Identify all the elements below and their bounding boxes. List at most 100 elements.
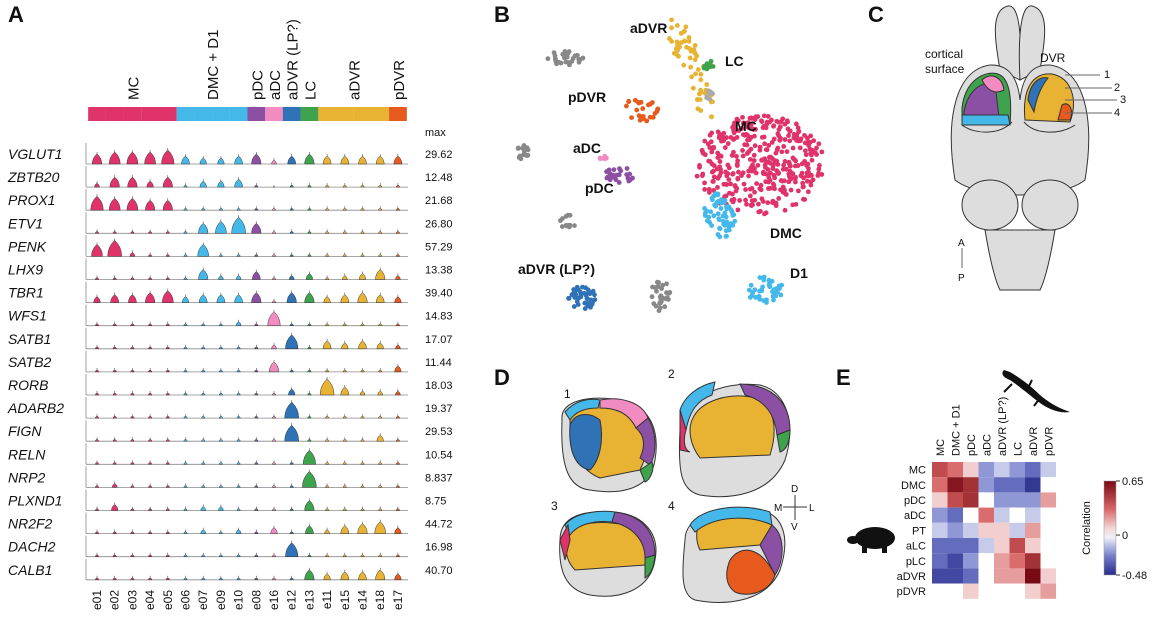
violin — [271, 575, 277, 581]
violin — [235, 319, 242, 326]
row-label: MC — [909, 465, 926, 477]
cell-dot — [570, 56, 576, 61]
violin — [234, 154, 243, 165]
cell-dot — [590, 288, 596, 294]
heat-cell — [1040, 538, 1056, 554]
cluster-label: aDVR (LP?) — [518, 261, 595, 277]
violin — [378, 414, 383, 419]
cell-dot — [761, 274, 767, 280]
cell-dot — [759, 134, 765, 140]
violin — [198, 267, 209, 280]
cluster-label: e16 — [267, 590, 281, 610]
cell-dot — [814, 145, 819, 151]
violin — [108, 196, 121, 211]
max-value: 16.98 — [425, 542, 453, 554]
cell-dot — [819, 149, 825, 155]
cell-dot — [658, 297, 664, 303]
cell-dot — [801, 196, 806, 202]
axis-letter: P — [958, 273, 965, 284]
cluster-label: pDC — [585, 180, 614, 196]
color-bar — [229, 107, 248, 121]
violin — [289, 183, 294, 188]
cell-dot — [752, 189, 757, 195]
cell-dot — [817, 163, 822, 168]
violin — [112, 367, 117, 373]
heat-cell — [994, 462, 1010, 478]
violin — [201, 437, 206, 442]
heat-cell — [932, 507, 948, 523]
violin — [183, 414, 188, 419]
cell-dot — [649, 294, 655, 300]
violin — [307, 344, 312, 350]
cell-dot — [778, 135, 783, 141]
cell-dot — [597, 156, 603, 162]
violin — [342, 460, 347, 465]
cell-dot — [562, 55, 568, 61]
cell-dot — [687, 55, 693, 61]
cell-dot — [774, 147, 780, 153]
violin — [325, 437, 330, 442]
cell-dot — [560, 216, 565, 221]
violin — [325, 206, 330, 211]
violin — [340, 569, 350, 581]
violin — [254, 321, 259, 326]
group-label: MC — [125, 77, 142, 100]
cluster-label: e14 — [356, 590, 370, 610]
violin — [201, 552, 206, 557]
cell-dot — [730, 125, 736, 130]
violin — [271, 414, 277, 419]
violin — [324, 527, 330, 534]
violin — [218, 321, 223, 326]
cell-dot — [772, 186, 777, 192]
cluster-label: pDVR — [568, 89, 606, 105]
violin — [112, 321, 117, 326]
cell-dot — [752, 143, 758, 149]
heat-cell — [1025, 507, 1041, 523]
max-value: 40.70 — [425, 565, 453, 577]
max-value: 8.75 — [425, 496, 446, 508]
cell-dot — [711, 213, 717, 219]
cluster-label: D1 — [790, 265, 808, 281]
cell-dot — [576, 59, 582, 65]
violin — [144, 150, 156, 165]
cell-dot — [734, 127, 739, 133]
violin — [148, 391, 153, 396]
violin — [236, 344, 241, 350]
heat-cell — [932, 492, 948, 508]
cell-dot — [771, 123, 776, 129]
cell-dot — [734, 163, 740, 169]
violin — [395, 389, 401, 396]
cell-dot — [711, 168, 716, 174]
heat-cell — [947, 462, 963, 478]
violin — [325, 321, 330, 326]
violin — [94, 460, 100, 465]
cell-dot — [791, 131, 797, 137]
cell-dot — [819, 172, 825, 177]
cell-dot — [810, 177, 816, 183]
brain-sections — [559, 381, 807, 603]
violin — [218, 252, 223, 257]
cell-dot — [588, 297, 594, 303]
violin — [201, 414, 206, 419]
violin — [395, 342, 401, 350]
violin — [325, 414, 330, 419]
violin — [130, 414, 135, 419]
violin — [215, 219, 227, 234]
heat-cell — [978, 522, 994, 538]
violin — [181, 154, 190, 165]
cell-dot — [604, 169, 609, 175]
color-bar — [194, 107, 213, 121]
cell-dot — [613, 177, 619, 183]
violin — [375, 292, 385, 303]
gene-label: NR2F2 — [8, 516, 53, 532]
violin — [325, 252, 330, 257]
heat-cell — [1040, 553, 1056, 569]
cell-dot — [766, 143, 772, 148]
violin — [148, 321, 153, 326]
violin — [254, 391, 259, 396]
cell-dot — [698, 71, 704, 77]
violin — [183, 575, 188, 581]
color-bar — [176, 107, 195, 121]
violin — [375, 267, 386, 280]
violin — [394, 571, 402, 581]
